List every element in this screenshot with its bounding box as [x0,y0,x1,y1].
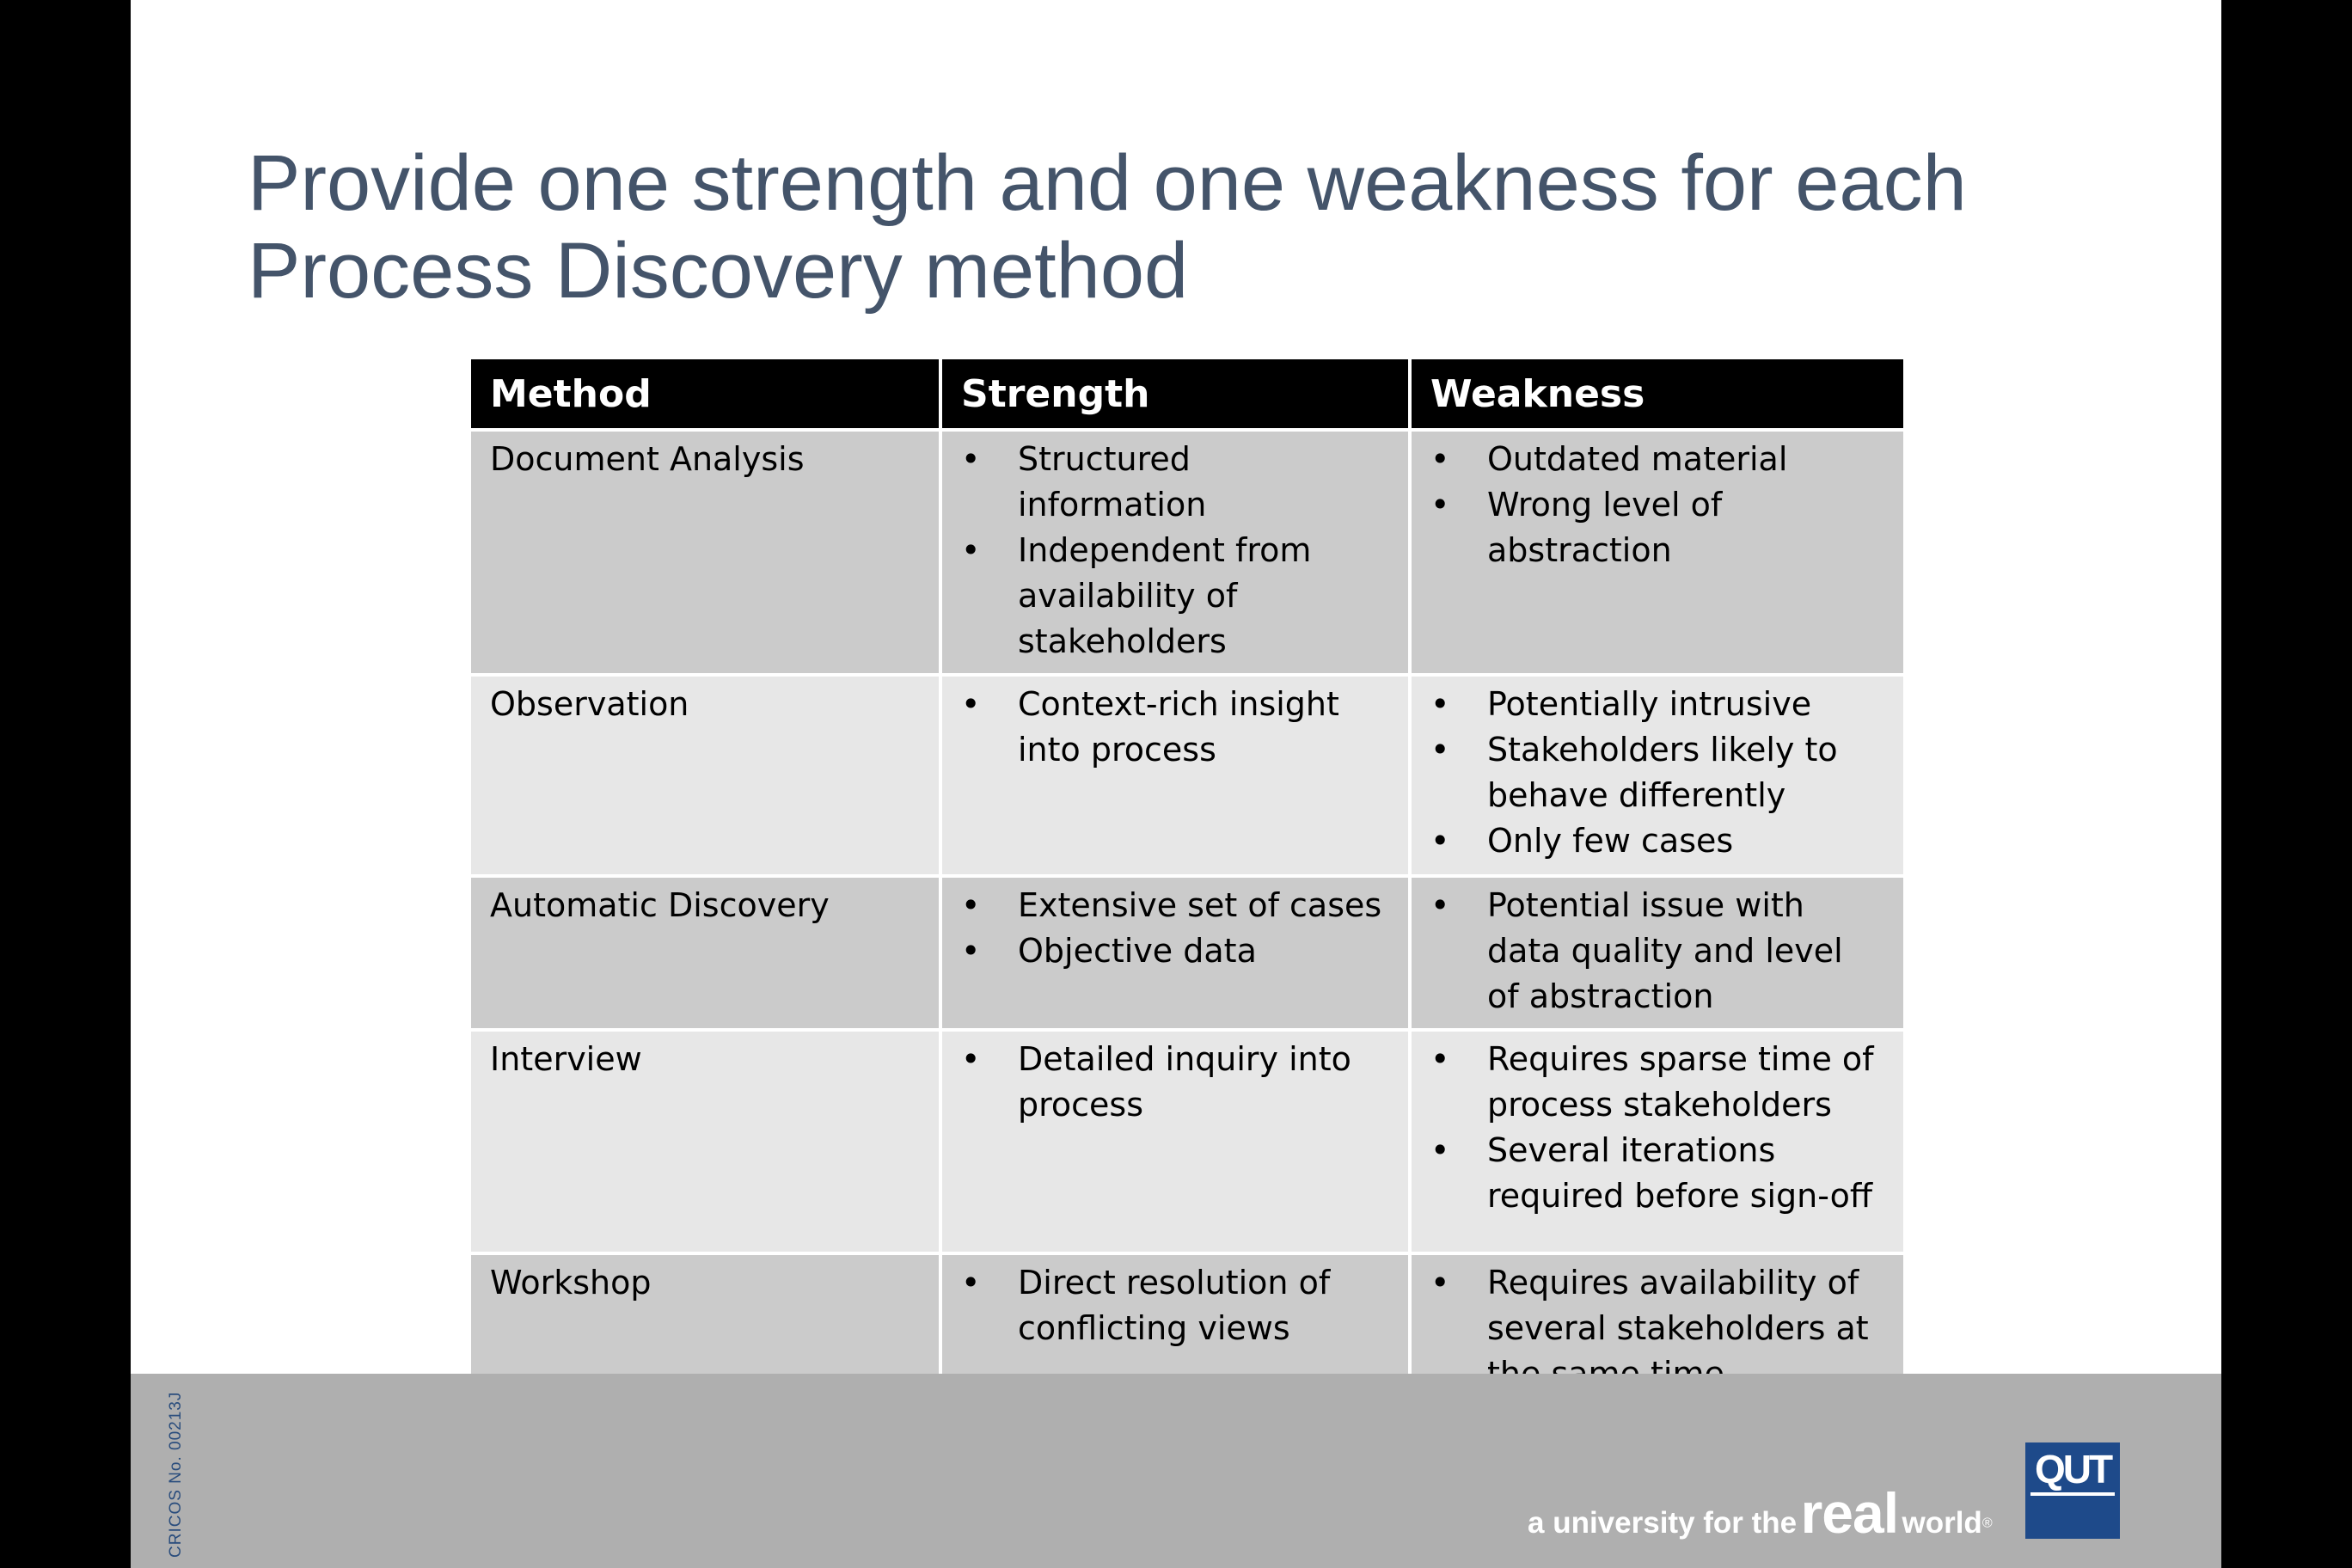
table-header-row: Method Strength Weakness [471,359,1903,432]
table-row: Interview Detailed inquiry into process … [471,1030,1903,1255]
weakness-cell: Requires sparse time of process stakehol… [1410,1030,1903,1255]
weakness-cell: Potential issue with data quality and le… [1410,876,1903,1032]
weakness-item: Outdated material [1430,437,1884,482]
weakness-item: Several iterations required before sign-… [1430,1128,1884,1219]
weakness-item: Requires sparse time of process stakehol… [1430,1037,1884,1128]
qut-logo-text: QUT [2034,1447,2113,1491]
footer-bar [131,1374,2221,1568]
qut-logo-bar [2030,1492,2115,1496]
strength-cell: Detailed inquiry into process [940,1030,1412,1255]
university-tagline: a university for the real world® [1528,1480,1993,1546]
strength-item: Direct resolution of conflicting views [961,1260,1389,1351]
strength-list: Extensive set of cases Objective data [961,883,1389,974]
registered-mark: ® [1981,1516,1993,1531]
weakness-list: Potentially intrusive Stakeholders likel… [1430,682,1884,864]
weakness-cell: Potentially intrusive Stakeholders likel… [1410,675,1903,878]
strength-list: Structured information Independent from … [961,437,1389,665]
method-cell: Automatic Discovery [471,876,942,1032]
tagline-world: world [1902,1506,1982,1540]
weakness-item: Potentially intrusive [1430,682,1884,727]
strength-item: Context-rich insight into process [961,682,1389,773]
weakness-item: Stakeholders likely to behave differentl… [1430,727,1884,818]
qut-logo: QUT [2025,1442,2120,1539]
slide-title-line-2: Process Discovery method [248,227,1189,315]
slide: Provide one strength and one weakness fo… [131,0,2221,1568]
slide-title: Provide one strength and one weakness fo… [248,139,2139,315]
tagline-real: real [1800,1481,1899,1545]
strength-list: Context-rich insight into process [961,682,1389,773]
strength-item: Independent from availability of stakeho… [961,528,1389,665]
strength-item: Detailed inquiry into process [961,1037,1389,1128]
method-cell: Interview [471,1030,942,1255]
weakness-list: Potential issue with data quality and le… [1430,883,1884,1020]
strength-item: Objective data [961,928,1389,974]
methods-table: Method Strength Weakness Document Analys… [471,359,1903,1409]
method-cell: Document Analysis [471,430,942,677]
strength-list: Direct resolution of conflicting views [961,1260,1389,1351]
header-method: Method [471,359,942,432]
header-strength: Strength [940,359,1412,432]
cricos-number: CRICOS No. 00213J [167,1391,185,1558]
strength-list: Detailed inquiry into process [961,1037,1389,1128]
slide-title-line-1: Provide one strength and one weakness fo… [248,139,1967,227]
strength-cell: Context-rich insight into process [940,675,1412,878]
header-weakness: Weakness [1410,359,1903,432]
table-row: Observation Context-rich insight into pr… [471,675,1903,878]
weakness-list: Outdated material Wrong level of abstrac… [1430,437,1884,573]
weakness-item: Potential issue with data quality and le… [1430,883,1884,1020]
weakness-cell: Outdated material Wrong level of abstrac… [1410,430,1903,677]
weakness-item: Only few cases [1430,818,1884,864]
tagline-prefix: a university for the [1528,1506,1798,1540]
weakness-item: Wrong level of abstraction [1430,482,1884,573]
strength-cell: Extensive set of cases Objective data [940,876,1412,1032]
table-row: Automatic Discovery Extensive set of cas… [471,876,1903,1032]
strength-cell: Structured information Independent from … [940,430,1412,677]
table-row: Document Analysis Structured information… [471,430,1903,677]
strength-item: Structured information [961,437,1389,528]
weakness-list: Requires sparse time of process stakehol… [1430,1037,1884,1219]
method-cell: Observation [471,675,942,878]
strength-item: Extensive set of cases [961,883,1389,928]
